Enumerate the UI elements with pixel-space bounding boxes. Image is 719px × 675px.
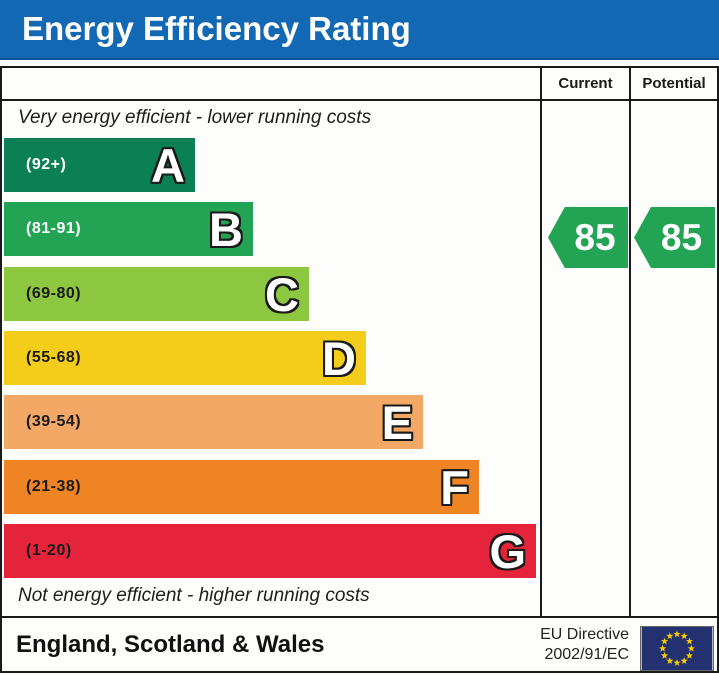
- band-a-letter: A: [151, 138, 185, 192]
- band-b: (81-91) B: [4, 202, 253, 256]
- band-d: (55-68) D: [4, 331, 366, 385]
- title-bar: Energy Efficiency Rating: [0, 0, 719, 60]
- band-f-letter: F: [440, 460, 469, 514]
- page-title: Energy Efficiency Rating: [22, 10, 411, 47]
- region-label: England, Scotland & Wales: [16, 631, 325, 658]
- column-header-potential: Potential: [642, 75, 706, 92]
- band-d-range-label: (55-68): [26, 349, 82, 366]
- current-rating-arrow: 85: [548, 207, 628, 268]
- eu-directive-line2: 2002/91/EC: [544, 645, 629, 663]
- current-rating-value: 85: [574, 216, 616, 258]
- potential-rating-arrow: 85: [634, 207, 715, 268]
- band-e-range-label: (39-54): [26, 413, 82, 430]
- eu-flag-icon: [640, 626, 714, 671]
- eu-directive-label: EU Directive 2002/91/EC: [540, 618, 629, 671]
- band-c: (69-80) C: [4, 267, 309, 321]
- band-e-letter: E: [381, 395, 413, 449]
- eu-directive-line1: EU Directive: [540, 625, 629, 643]
- column-divider-current: [540, 66, 542, 618]
- band-b-letter: B: [209, 202, 243, 256]
- band-e: (39-54) E: [4, 395, 423, 449]
- column-header-current: Current: [558, 75, 613, 92]
- band-d-letter: D: [322, 331, 356, 385]
- column-divider-potential: [629, 66, 631, 618]
- header-row-divider: [0, 99, 719, 101]
- band-a-range-label: (92+): [26, 156, 67, 173]
- band-f: (21-38) F: [4, 460, 479, 514]
- band-f-range-label: (21-38): [26, 478, 82, 495]
- band-a: (92+) A: [4, 138, 195, 192]
- footer: England, Scotland & Wales EU Directive 2…: [0, 616, 719, 673]
- note-not-efficient: Not energy efficient - higher running co…: [18, 585, 370, 606]
- band-c-letter: C: [265, 267, 299, 321]
- band-g-letter: G: [489, 524, 526, 578]
- band-g: (1-20) G: [4, 524, 536, 578]
- note-very-efficient: Very energy efficient - lower running co…: [18, 107, 372, 128]
- band-b-range-label: (81-91): [26, 220, 82, 237]
- potential-rating-value: 85: [660, 216, 703, 258]
- band-c-range-label: (69-80): [26, 285, 82, 302]
- band-g-range-label: (1-20): [26, 542, 72, 559]
